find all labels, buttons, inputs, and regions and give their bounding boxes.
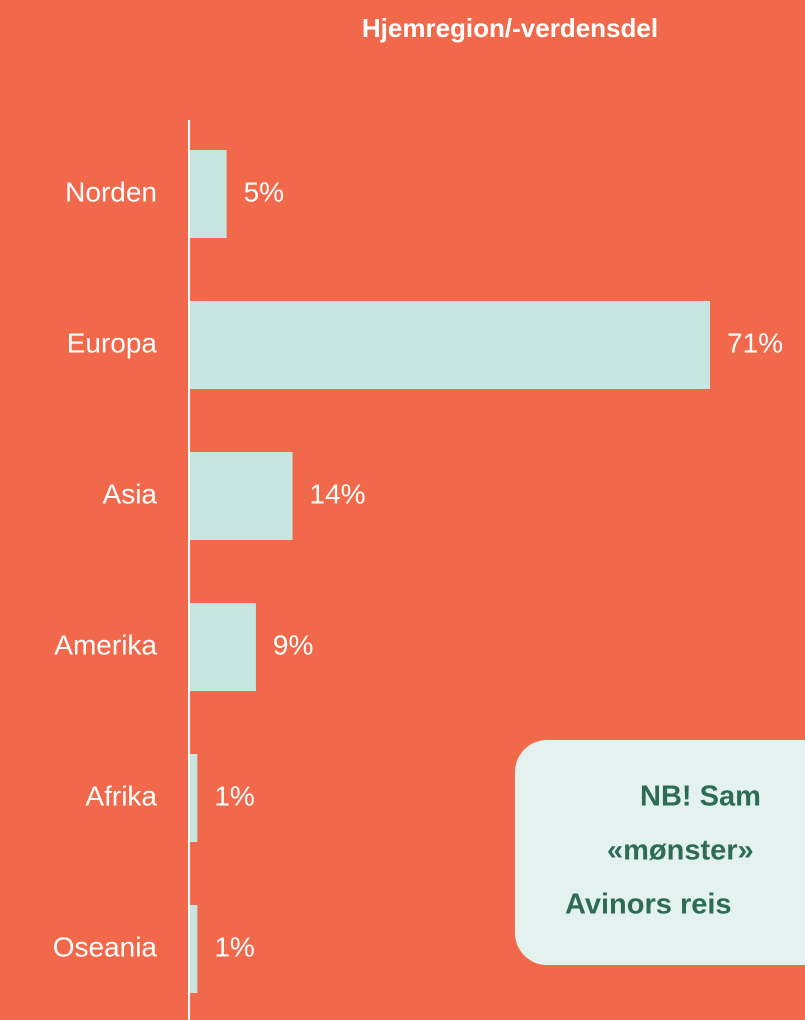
y-tick-label: Afrika xyxy=(85,780,157,811)
y-tick-label: Norden xyxy=(65,176,157,207)
value-label: 71% xyxy=(727,327,783,358)
value-label: 9% xyxy=(273,629,313,660)
value-label: 5% xyxy=(244,176,284,207)
note-line: NB! Sam xyxy=(640,781,761,813)
bar xyxy=(190,301,710,389)
note-line: «mønster» xyxy=(607,835,754,867)
y-tick-label: Oseania xyxy=(53,931,158,962)
value-label: 1% xyxy=(214,780,254,811)
y-tick-label: Europa xyxy=(67,327,158,358)
value-label: 1% xyxy=(214,931,254,962)
note-box xyxy=(515,740,805,965)
y-tick-label: Amerika xyxy=(54,629,157,660)
chart-title: Hjemregion/-verdensdel xyxy=(362,13,658,43)
bar xyxy=(190,905,198,993)
y-tick-label: Asia xyxy=(103,478,158,509)
note-line: Avinors reis xyxy=(565,889,732,921)
bar xyxy=(190,603,256,691)
bar xyxy=(190,150,227,238)
bar xyxy=(190,754,198,842)
bar xyxy=(190,452,293,540)
value-label: 14% xyxy=(310,478,366,509)
